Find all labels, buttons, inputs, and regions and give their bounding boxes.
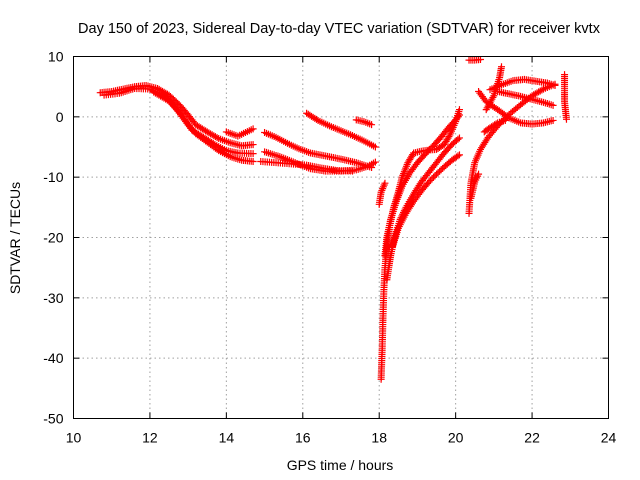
x-tick-label: 14 (219, 430, 235, 446)
data-point (426, 176, 434, 184)
data-point (371, 158, 379, 166)
data-point (454, 113, 462, 121)
data-point (213, 134, 221, 142)
x-tick-label: 18 (371, 430, 387, 446)
data-point (551, 80, 559, 88)
y-tick-label: -50 (43, 411, 63, 427)
chart-title: Day 150 of 2023, Sidereal Day-to-day VTE… (78, 21, 601, 37)
series-track-21 (465, 80, 559, 217)
series-track-14 (389, 151, 463, 251)
y-tick-label: -10 (43, 169, 63, 185)
data-point (549, 116, 557, 124)
x-tick-label: 24 (601, 430, 617, 446)
data-point (455, 134, 463, 142)
y-tick-label: -30 (43, 290, 63, 306)
data-point (549, 101, 557, 109)
data-point (381, 179, 389, 187)
series-track-7 (257, 157, 356, 175)
series-track-3 (150, 88, 257, 165)
data-point (249, 125, 257, 133)
data-point (371, 143, 379, 151)
series-track-11 (375, 179, 389, 208)
data-point (538, 86, 546, 94)
y-tick-label: 10 (48, 49, 64, 65)
data-point (423, 149, 431, 157)
plot-frame (73, 56, 609, 419)
series-track-22 (467, 170, 483, 202)
data-point (454, 152, 462, 160)
data-point (562, 115, 570, 123)
tick-labels: 10 12 14 16 18 20 22 24 -50 -40 -30 -20 -10 0 10 (43, 49, 616, 446)
data-point (213, 145, 221, 153)
data-point (424, 147, 432, 155)
series-track-9 (352, 116, 376, 129)
y-tick-label: -40 (43, 350, 63, 366)
data-point (249, 150, 257, 158)
data-point (431, 172, 439, 180)
series-track-12 (381, 111, 463, 260)
data-point (454, 135, 462, 143)
x-tick-label: 20 (448, 430, 464, 446)
series-track-15 (465, 56, 484, 64)
data-point (249, 141, 257, 149)
data-point (368, 121, 376, 129)
data-point (312, 115, 320, 123)
x-tick-label: 12 (142, 430, 158, 446)
data-markers (96, 56, 570, 383)
data-point (475, 170, 483, 178)
data-point (428, 175, 436, 183)
data-point (455, 151, 463, 159)
x-tick-label: 22 (524, 430, 540, 446)
y-tick-label: -20 (43, 230, 63, 246)
grid-lines (73, 56, 609, 419)
y-tick-label: 0 (56, 109, 64, 125)
x-axis-label: GPS time / hours (287, 457, 394, 473)
data-point (421, 150, 429, 158)
data-point (348, 167, 356, 175)
data-point (476, 56, 484, 64)
series-track-8 (303, 109, 379, 151)
x-tick-label: 16 (295, 430, 311, 446)
data-point (498, 63, 505, 71)
series-track-4 (222, 125, 257, 140)
y-axis-label: SDTVAR / TECUs (7, 182, 23, 294)
series-track-2 (100, 84, 257, 158)
series-track-23 (561, 71, 570, 123)
data-point (425, 178, 433, 186)
data-point (455, 111, 463, 119)
data-point (249, 157, 257, 165)
data-point (429, 173, 437, 181)
data-point (426, 146, 434, 154)
x-tick-label: 10 (66, 430, 82, 446)
data-point (445, 133, 453, 141)
